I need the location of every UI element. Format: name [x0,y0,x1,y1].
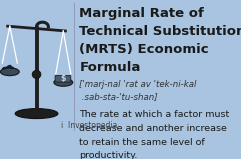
Text: $: $ [60,74,66,83]
Text: Formula: Formula [79,61,141,74]
Text: ['marj-nal 'rat av 'tek-ni-kal: ['marj-nal 'rat av 'tek-ni-kal [79,80,197,89]
Ellipse shape [0,68,19,76]
Ellipse shape [32,70,41,78]
Ellipse shape [2,67,7,69]
Text: .sab-sta-'tu-shan]: .sab-sta-'tu-shan] [79,92,158,101]
Text: productivity.: productivity. [79,152,138,159]
Ellipse shape [7,65,11,68]
Text: Technical Substitution: Technical Substitution [79,25,241,38]
Text: (MRTS) Economic: (MRTS) Economic [79,43,209,56]
Ellipse shape [9,66,14,69]
FancyBboxPatch shape [55,76,71,82]
Text: decrease and another increase: decrease and another increase [79,124,227,133]
Ellipse shape [54,79,73,86]
Text: The rate at which a factor must: The rate at which a factor must [79,110,230,119]
Text: i  Investopedia: i Investopedia [61,121,117,130]
Text: to retain the same level of: to retain the same level of [79,138,205,146]
Ellipse shape [15,109,58,119]
Text: Marginal Rate of: Marginal Rate of [79,7,204,20]
